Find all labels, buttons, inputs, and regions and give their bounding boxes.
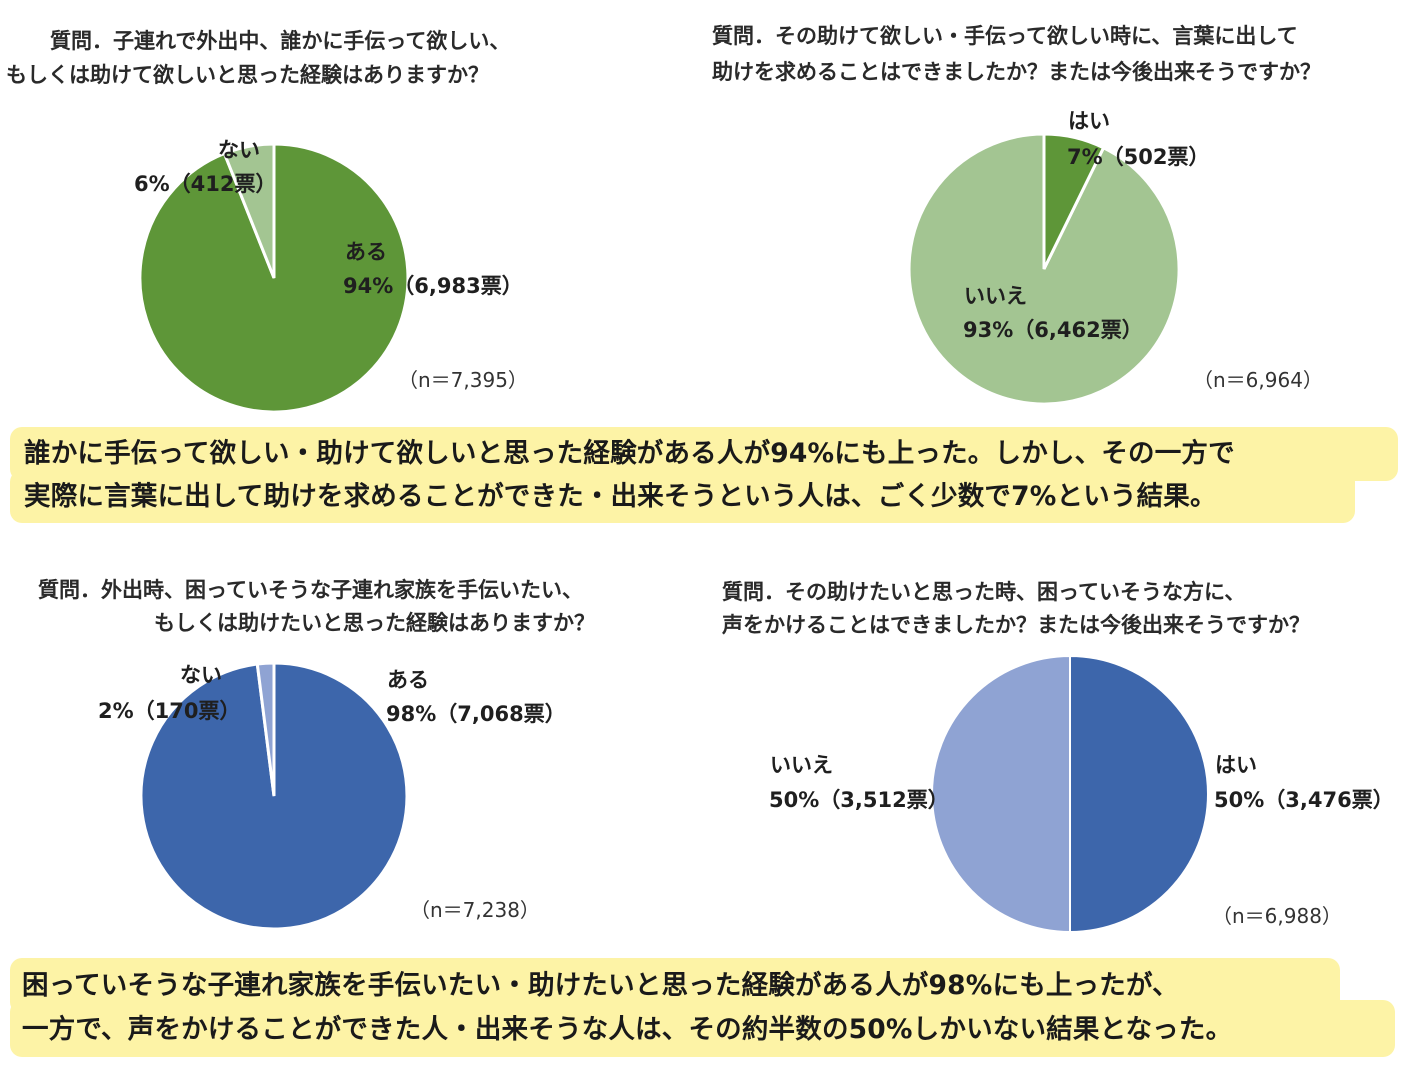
slice-detail-aru: 94%（6,983票） <box>343 274 523 298</box>
slice-label-nai: ない <box>218 138 260 162</box>
sample-size: （n＝7,395） <box>398 368 528 392</box>
sample-size: （n＝7,238） <box>410 898 540 922</box>
pie-chart-1 <box>138 142 410 414</box>
slice-label-hai: はい <box>1215 753 1257 777</box>
question-line-2: 助けを求めることはできましたか？または今後出来そうですか？ <box>712 60 1321 84</box>
slice-detail-iie: 50%（3,512票） <box>769 788 949 812</box>
slice-label-aru: ある <box>345 240 387 264</box>
slice-label-hai: はい <box>1068 109 1110 133</box>
question-line-2: もしくは助けて欲しいと思った経験はありますか？ <box>6 63 489 87</box>
slice-label-iie: いいえ <box>964 284 1027 308</box>
slice-detail-iie: 93%（6,462票） <box>963 318 1143 342</box>
summary-2-line-2: 一方で、声をかけることができた人・出来そうな人は、その約半数の50%しかいない結… <box>22 1014 1233 1045</box>
slice-detail-aru: 98%（7,068票） <box>386 702 566 726</box>
summary-box-2-lower <box>10 1000 1395 1057</box>
slice-detail-nai: 2%（170票） <box>98 699 241 723</box>
summary-1-line-2: 実際に言葉に出して助けを求めることができた・出来そうという人は、ごく少数で7%と… <box>24 481 1217 512</box>
sample-size: （n＝6,988） <box>1212 904 1342 928</box>
pie-slice-nai <box>222 142 276 279</box>
summary-box-1-lower <box>10 470 1355 523</box>
slice-detail-hai: 50%（3,476票） <box>1214 788 1394 812</box>
question-line-1: 質問．外出時、困っていそうな子連れ家族を手伝いたい、 <box>38 578 583 602</box>
question-line-2: もしくは助けたいと思った経験はありますか？ <box>154 611 595 635</box>
pie-slice-hai <box>1069 654 1209 934</box>
slice-detail-hai: 7%（502票） <box>1067 145 1210 169</box>
pie-chart-3 <box>139 661 409 931</box>
slice-label-iie: いいえ <box>770 753 833 777</box>
pie-slice-iie <box>931 654 1071 934</box>
question-line-2: 声をかけることはできましたか？または今後出来そうですか？ <box>722 613 1310 637</box>
pie-chart-2 <box>907 132 1181 406</box>
slice-label-nai: ない <box>180 663 222 687</box>
question-line-1: 質問．その助けて欲しい・手伝って欲しい時に、言葉に出して <box>712 24 1298 48</box>
pie-slice-hai <box>1042 132 1106 270</box>
slice-label-aru: ある <box>387 668 429 692</box>
slice-detail-nai: 6%（412票） <box>134 172 277 196</box>
summary-1-line-1: 誰かに手伝って欲しい・助けて欲しいと思った経験がある人が94%にも上った。しかし… <box>24 438 1235 469</box>
pie-chart-4 <box>931 654 1209 934</box>
summary-2-line-1: 困っていそうな子連れ家族を手伝いたい・助けたいと思った経験がある人が98%にも上… <box>22 970 1179 1001</box>
pie-slice-nai <box>255 661 276 797</box>
question-line-1: 質問．子連れで外出中、誰かに手伝って欲しい、 <box>50 29 511 53</box>
sample-size: （n＝6,964） <box>1193 368 1323 392</box>
question-line-1: 質問．その助けたいと思った時、困っていそうな方に、 <box>722 580 1246 604</box>
